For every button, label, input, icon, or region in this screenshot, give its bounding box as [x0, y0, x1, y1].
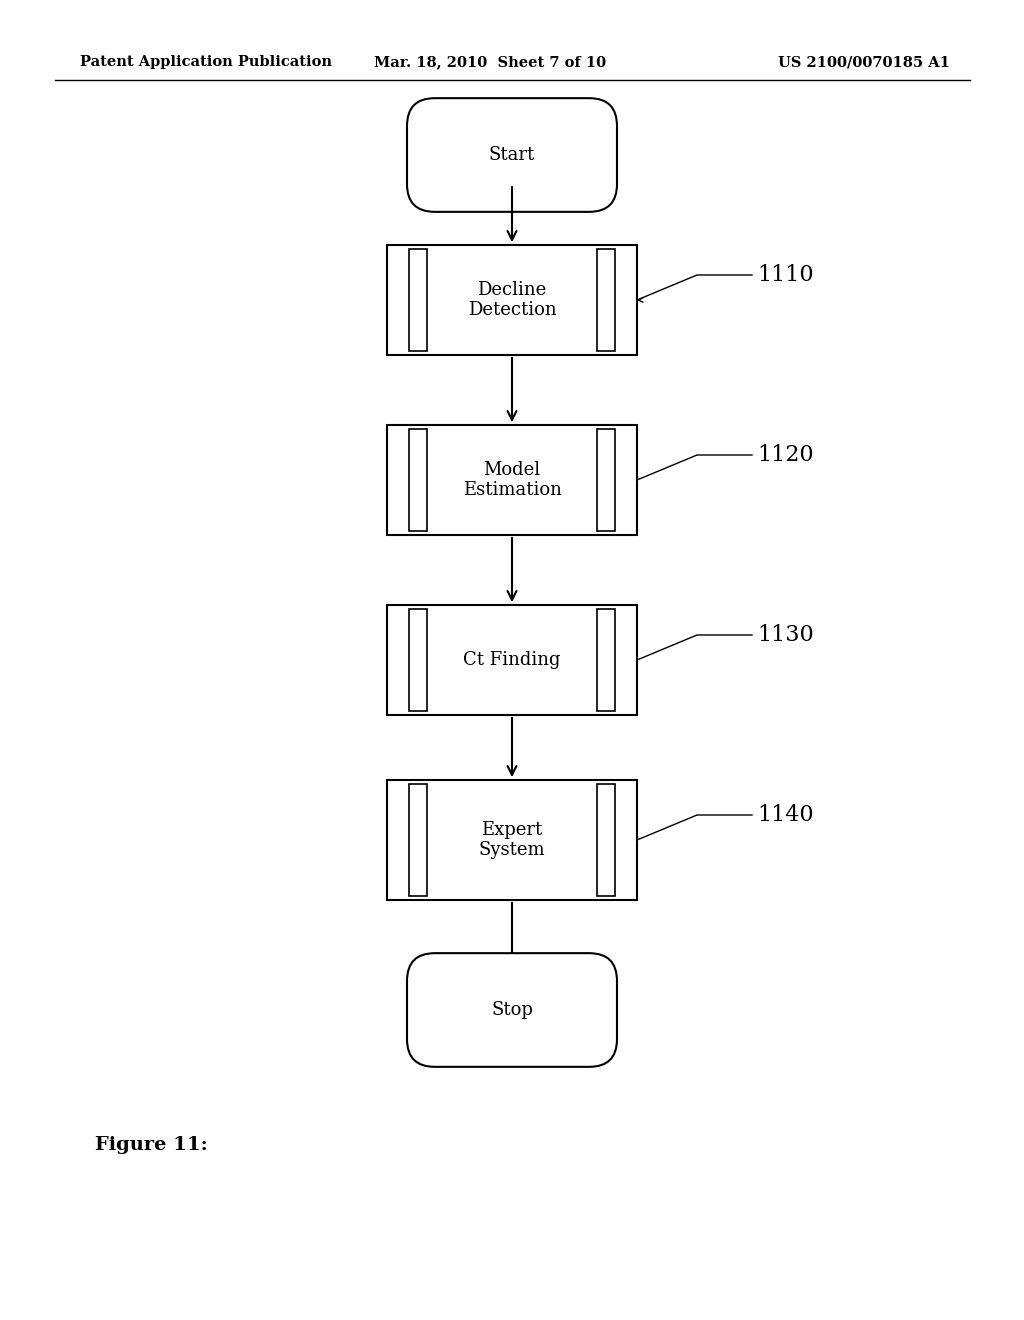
Bar: [387, 425, 637, 535]
Text: US 2100/0070185 A1: US 2100/0070185 A1: [778, 55, 950, 69]
Bar: [387, 246, 637, 355]
FancyBboxPatch shape: [407, 98, 617, 211]
Bar: [597, 429, 615, 531]
Text: Model
Estimation: Model Estimation: [463, 461, 561, 499]
Bar: [387, 780, 637, 900]
Text: 1140: 1140: [757, 804, 814, 826]
Text: 1120: 1120: [757, 444, 814, 466]
FancyBboxPatch shape: [407, 953, 617, 1067]
Text: Ct Finding: Ct Finding: [463, 651, 561, 669]
Text: Figure 11:: Figure 11:: [95, 1137, 208, 1154]
Bar: [597, 249, 615, 351]
Bar: [409, 249, 427, 351]
Text: 1130: 1130: [757, 624, 814, 645]
Bar: [409, 429, 427, 531]
Text: Start: Start: [488, 147, 536, 164]
Text: Expert
System: Expert System: [478, 821, 546, 859]
Bar: [409, 609, 427, 711]
Bar: [387, 605, 637, 715]
Text: Mar. 18, 2010  Sheet 7 of 10: Mar. 18, 2010 Sheet 7 of 10: [374, 55, 606, 69]
Text: Patent Application Publication: Patent Application Publication: [80, 55, 332, 69]
Bar: [409, 784, 427, 896]
Bar: [597, 784, 615, 896]
Text: Decline
Detection: Decline Detection: [468, 281, 556, 319]
Bar: [597, 609, 615, 711]
Text: Stop: Stop: [492, 1001, 532, 1019]
Text: 1110: 1110: [757, 264, 814, 286]
